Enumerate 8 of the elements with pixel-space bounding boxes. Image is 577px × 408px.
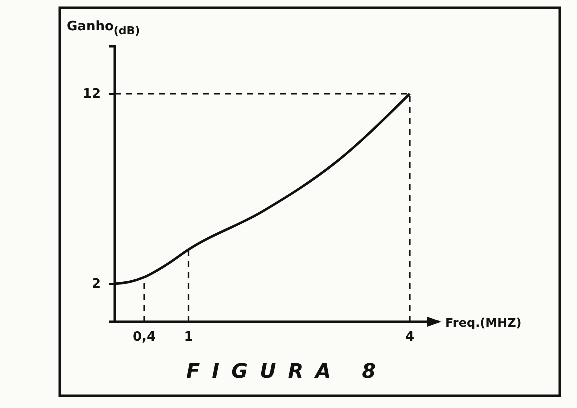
x-tick-label: 0,4 <box>132 330 156 346</box>
x-tick-label: 1 <box>184 330 194 346</box>
y-tick-label: 12 <box>82 87 101 102</box>
x-axis-title: Freq.(MHZ) <box>446 316 522 330</box>
y-axis-title: Ganho$_{(dB)}$ <box>67 20 140 38</box>
text: FIGURA 8 <box>186 359 388 383</box>
x-tick-label: 4 <box>405 330 415 346</box>
y-tick-label: 2 <box>92 277 101 292</box>
